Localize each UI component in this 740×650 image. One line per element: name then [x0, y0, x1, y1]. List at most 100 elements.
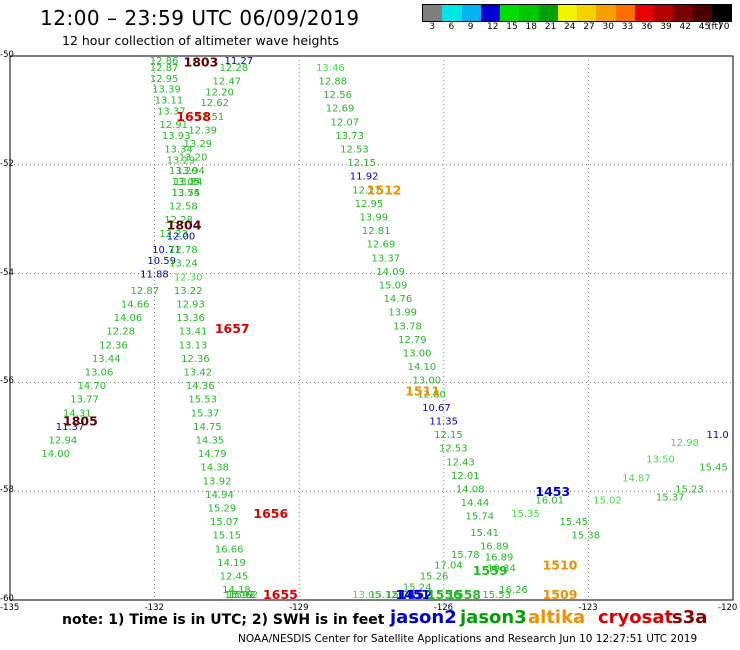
- swh-value: 14.66: [121, 300, 150, 311]
- legend-altika: altika: [528, 607, 586, 628]
- colorbar-label: 27: [583, 22, 595, 32]
- swh-value: 13.78: [393, 321, 422, 332]
- colorbar-swatch: [654, 5, 674, 21]
- pass-time-label: 1804: [167, 218, 202, 233]
- lon-tick-label: -126: [433, 603, 454, 613]
- swh-value: 14.10: [408, 362, 437, 373]
- colorbar-label: 30: [602, 22, 614, 32]
- swh-value: 13.20: [169, 166, 198, 177]
- swh-value: 15.74: [465, 512, 494, 523]
- swh-value: 12.91: [159, 120, 188, 131]
- swh-value: 17.04: [434, 561, 463, 572]
- swh-value: 11.35: [429, 416, 458, 427]
- swh-value: 15.07: [210, 517, 239, 528]
- swh-value: 12.69: [367, 240, 396, 251]
- swh-value: 13.00: [403, 348, 432, 359]
- lat-tick-label: -54: [0, 267, 14, 278]
- swh-value: 13.46: [316, 63, 345, 74]
- pass-time-label: 1805: [63, 413, 98, 428]
- swh-value: 10.59: [147, 256, 176, 267]
- swh-value: 15.53: [188, 395, 217, 406]
- swh-value: 12.88: [318, 76, 347, 87]
- lon-tick-label: -120: [718, 603, 738, 613]
- swh-value: 13.93: [162, 131, 191, 142]
- swh-value: 15.62: [229, 590, 258, 601]
- swh-value: 12.81: [362, 226, 391, 237]
- pass-time-label: 1803: [184, 54, 219, 69]
- lat-tick-label: -58: [0, 485, 14, 496]
- swh-value: 13.92: [203, 476, 232, 487]
- swh-value: 15.29: [208, 504, 237, 515]
- lat-tick-label: -52: [0, 158, 14, 169]
- colorbar-label: 42: [679, 22, 691, 32]
- swh-value: 13.20: [179, 153, 208, 164]
- swh-value: 12.78: [169, 245, 198, 256]
- colorbar-label: 3: [429, 22, 435, 32]
- swh-value: 12.27: [352, 185, 381, 196]
- colorbar-label: 21: [544, 22, 557, 32]
- swh-value: 14.08: [456, 484, 485, 495]
- colorbar-swatch: [615, 5, 635, 21]
- swh-value: 12.93: [176, 300, 205, 311]
- swh-value: 15.53: [482, 590, 511, 601]
- pass-time-label: 1509: [543, 587, 578, 602]
- legend-s3a: s3a: [672, 607, 708, 628]
- swh-value: 13.41: [179, 327, 208, 338]
- swh-value: 12.15: [347, 158, 376, 169]
- swh-value: 16.26: [499, 585, 528, 596]
- swh-value: 12.98: [670, 438, 699, 449]
- colorbar-swatch: [711, 5, 731, 21]
- swh-value: 12.62: [200, 98, 229, 109]
- swh-value: 13.54: [171, 188, 200, 199]
- swh-value: 14.75: [193, 422, 222, 433]
- colorbar-swatch: [442, 5, 462, 21]
- swh-value: 12.53: [439, 444, 468, 455]
- pass-time-label: 1656: [253, 506, 288, 521]
- swh-value: 13.39: [152, 85, 181, 96]
- swh-value: 12.47: [212, 76, 241, 87]
- swh-value: 15.71: [386, 590, 415, 601]
- pass-time-label: 1453: [535, 484, 570, 499]
- swh-value: 10.71: [152, 245, 181, 256]
- colorbar-label: 24: [564, 22, 576, 32]
- colorbar-label: 9: [467, 22, 474, 32]
- swh-value: 13.24: [169, 259, 198, 270]
- pass-time-label: 1556: [427, 587, 462, 602]
- lon-tick-label: -123: [578, 603, 598, 613]
- swh-value: 15.23: [675, 484, 704, 495]
- swh-value: 16.89: [480, 542, 509, 553]
- colorbar-swatch: [673, 5, 693, 21]
- colorbar: [422, 4, 732, 22]
- swh-value: 11.27: [224, 56, 253, 67]
- swh-value: 12.39: [188, 125, 217, 136]
- swh-value: 13.37: [157, 106, 186, 117]
- swh-value: 12.94: [49, 436, 78, 447]
- swh-value: 15.45: [559, 517, 588, 528]
- lon-tick-label: -132: [144, 603, 164, 613]
- colorbar-swatch: [538, 5, 558, 21]
- colorbar-label: 45: [698, 22, 711, 32]
- swh-value: 12.28: [106, 327, 135, 338]
- map-title: 12:00 – 23:59 UTC 06/09/2019: [40, 6, 360, 30]
- lat-tick-label: -56: [0, 376, 14, 387]
- swh-value: 13.77: [70, 395, 99, 406]
- legend-jason3: jason3: [460, 607, 527, 628]
- pass-time-label: 1558: [446, 587, 481, 602]
- swh-value: 13.75: [171, 188, 200, 199]
- colorbar-label: 6: [448, 22, 455, 32]
- swh-value: 15.12: [369, 590, 398, 601]
- swh-value: 15.15: [212, 531, 241, 542]
- swh-value: 15.38: [572, 531, 601, 542]
- swh-value: 14.38: [200, 463, 229, 474]
- colorbar-swatch: [577, 5, 597, 21]
- swh-value: 13.00: [412, 376, 441, 387]
- swh-value: 13.99: [388, 308, 417, 319]
- swh-value: 15.35: [511, 509, 540, 520]
- colorbar-label: 33: [621, 22, 634, 32]
- swh-value: 15.19: [224, 590, 253, 601]
- swh-value: 12.86: [150, 56, 179, 67]
- swh-value: 13.44: [92, 354, 121, 365]
- swh-value: 13.11: [155, 96, 184, 107]
- colorbar-swatch: [500, 5, 520, 21]
